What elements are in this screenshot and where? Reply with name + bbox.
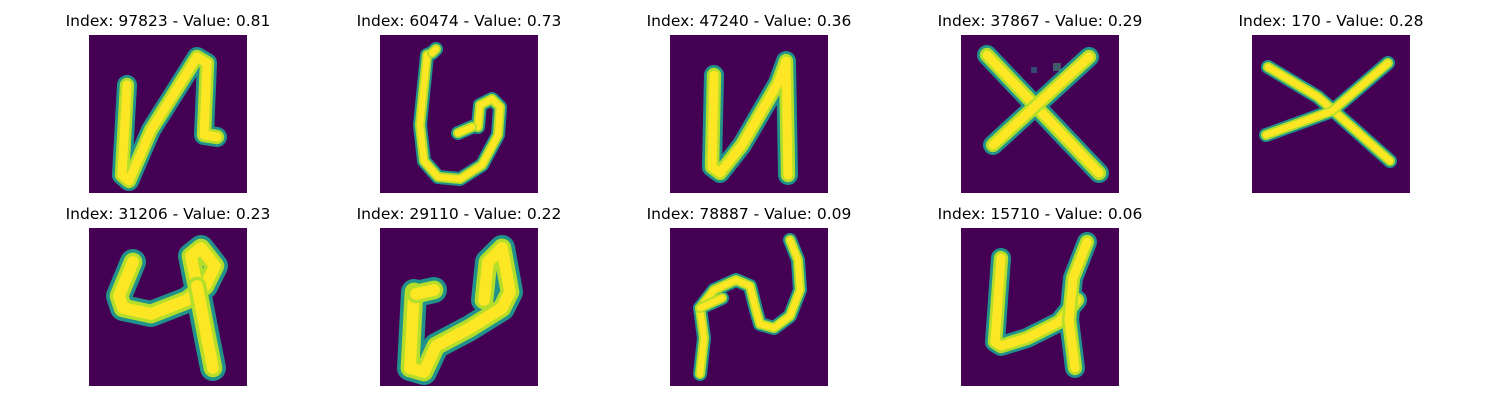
handwritten-glyph-image <box>380 35 538 193</box>
panel-title: Index: 31206 - Value: 0.23 <box>65 205 271 223</box>
panel-title: Index: 97823 - Value: 0.81 <box>65 12 271 30</box>
panel-3: Index: 47240 - Value: 0.36 <box>619 12 879 197</box>
handwritten-glyph-image <box>89 35 247 193</box>
panel-title: Index: 47240 - Value: 0.36 <box>646 12 852 30</box>
panel-title: Index: 29110 - Value: 0.22 <box>356 205 562 223</box>
panel-title: Index: 170 - Value: 0.28 <box>1238 12 1424 30</box>
panel-4: Index: 37867 - Value: 0.29 <box>910 12 1170 197</box>
handwritten-glyph-image <box>961 228 1119 386</box>
panel-5: Index: 170 - Value: 0.28 <box>1201 12 1461 197</box>
panel-title: Index: 60474 - Value: 0.73 <box>356 12 562 30</box>
panel-title: Index: 37867 - Value: 0.29 <box>937 12 1143 30</box>
panel-8: Index: 78887 - Value: 0.09 <box>619 205 879 390</box>
panel-title: Index: 78887 - Value: 0.09 <box>646 205 852 223</box>
panel-6: Index: 31206 - Value: 0.23 <box>38 205 298 390</box>
handwritten-glyph-image <box>1252 35 1410 193</box>
handwritten-glyph-image <box>961 35 1119 193</box>
panel-title: Index: 15710 - Value: 0.06 <box>937 205 1143 223</box>
panel-9: Index: 15710 - Value: 0.06 <box>910 205 1170 390</box>
panel-1: Index: 97823 - Value: 0.81 <box>38 12 298 197</box>
panel-2: Index: 60474 - Value: 0.73 <box>329 12 589 197</box>
handwritten-glyph-image <box>670 228 828 386</box>
handwritten-glyph-image <box>89 228 247 386</box>
handwritten-glyph-image <box>670 35 828 193</box>
handwritten-glyph-image <box>380 228 538 386</box>
panel-7: Index: 29110 - Value: 0.22 <box>329 205 589 390</box>
